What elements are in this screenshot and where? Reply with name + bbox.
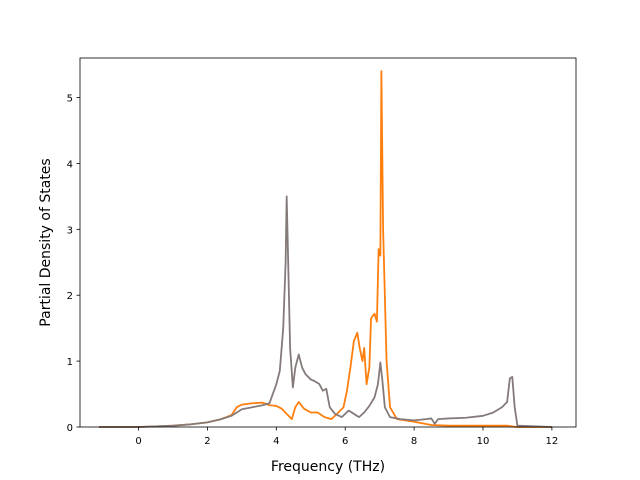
y-tick-label: 4 — [67, 159, 73, 170]
x-tick-label: 12 — [546, 436, 559, 447]
plot-frame — [79, 57, 577, 428]
y-tick-label: 5 — [67, 94, 73, 105]
y-axis-ticks: 0 1 2 3 4 5 — [67, 94, 80, 434]
y-axis-label: Partial Density of States — [38, 158, 54, 326]
y-tick-label: 0 — [67, 423, 73, 434]
x-tick-label: 6 — [342, 436, 348, 447]
y-tick-label: 1 — [67, 357, 73, 368]
y-tick-label: 3 — [67, 225, 73, 236]
x-tick-label: 10 — [477, 436, 490, 447]
x-tick-label: 8 — [411, 436, 417, 447]
series-layer — [98, 70, 552, 428]
x-tick-label: 0 — [135, 436, 141, 447]
series-line-2 — [98, 195, 552, 428]
y-tick-label: 2 — [67, 291, 73, 302]
x-tick-label: 2 — [204, 436, 210, 447]
series-line-1 — [98, 70, 552, 428]
x-axis-label: Frequency (THz) — [271, 459, 385, 475]
x-axis-ticks: 0 2 4 6 8 10 12 — [135, 427, 558, 447]
x-tick-label: 4 — [273, 436, 279, 447]
